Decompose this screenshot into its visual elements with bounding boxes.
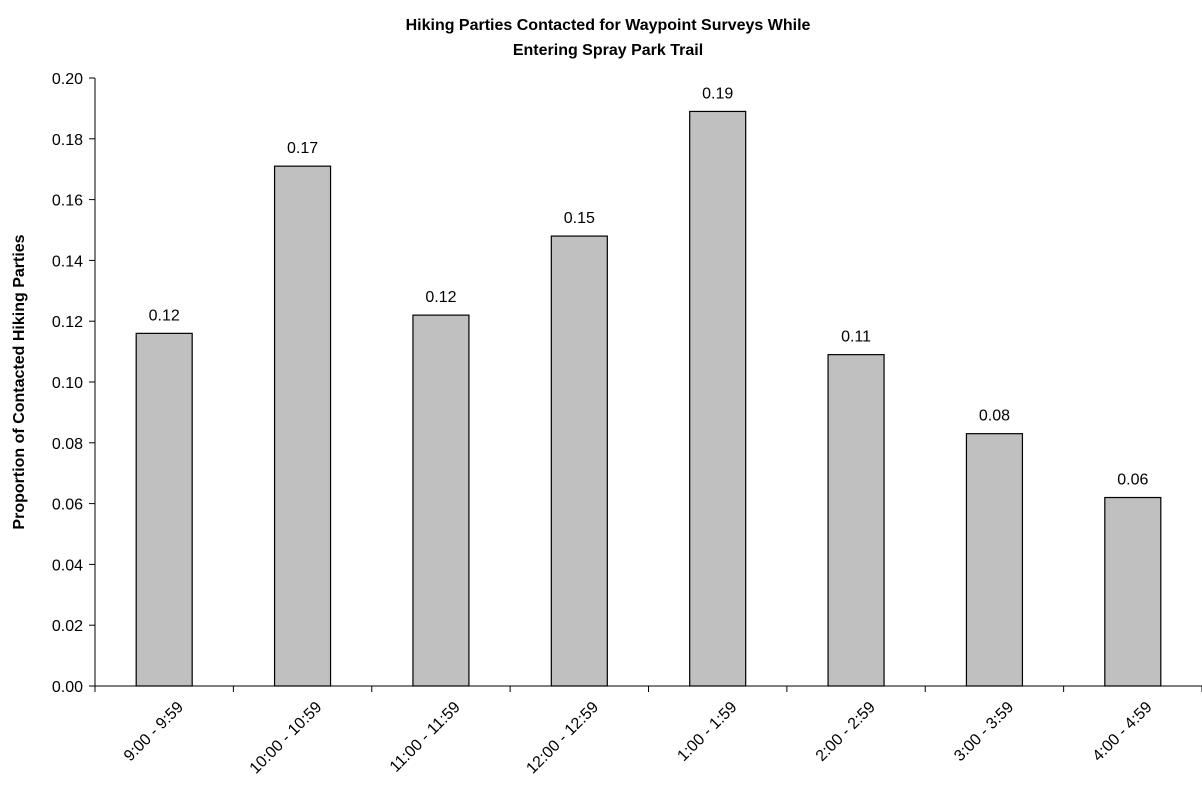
- bar-value-label: 0.12: [149, 307, 180, 324]
- y-tick-label: 0.08: [52, 436, 83, 453]
- y-axis-label: Proportion of Contacted Hiking Parties: [11, 234, 28, 529]
- bar: [135, 332, 193, 687]
- y-tick-label: 0.00: [52, 679, 83, 696]
- data-labels: 0.12 0.17 0.12 0.15 0.19 0.11 0.08 0.06: [149, 85, 1149, 488]
- bar-value-label: 0.17: [287, 140, 318, 157]
- x-tick-label: 11:00 - 11:59: [387, 699, 464, 776]
- bar: [412, 314, 470, 687]
- y-axis: 0.00 0.02 0.04 0.06 0.08 0.10 0.12 0.14 0.16 0.18…: [52, 71, 96, 696]
- y-tick-label: 0.12: [52, 314, 83, 331]
- bar: [827, 354, 885, 687]
- x-tick-label: 12:00 - 12:59: [523, 699, 602, 778]
- x-tick-label: 10:00 - 10:59: [247, 699, 326, 778]
- x-tick-label: 1:00 - 1:59: [674, 699, 740, 765]
- bar: [1104, 496, 1162, 687]
- y-tick-label: 0.20: [52, 71, 83, 88]
- bars: [135, 110, 1162, 687]
- y-tick-label: 0.02: [52, 618, 83, 635]
- bar-value-label: 0.11: [841, 329, 871, 346]
- chart-title-line-1: Hiking Parties Contacted for Waypoint Su…: [406, 17, 811, 34]
- y-tick-label: 0.04: [52, 557, 83, 574]
- bar: [965, 433, 1024, 687]
- y-tick-label: 0.06: [52, 497, 83, 514]
- bar-value-label: 0.12: [425, 289, 456, 306]
- x-axis: 9:00 - 9:59 10:00 - 10:59 11:00 - 11:59 12:…: [94, 685, 1202, 778]
- bar-value-label: 0.19: [702, 85, 733, 102]
- bar: [273, 165, 332, 687]
- x-tick-label: 3:00 - 3:59: [951, 699, 1017, 765]
- y-tick-label: 0.16: [52, 193, 83, 210]
- y-tick-label: 0.14: [52, 253, 83, 270]
- y-tick-label: 0.18: [52, 132, 83, 149]
- bar-value-label: 0.15: [564, 210, 595, 227]
- bar-value-label: 0.08: [979, 408, 1010, 425]
- chart-title-line-2: Entering Spray Park Trail: [513, 42, 703, 59]
- x-tick-label: 2:00 - 2:59: [813, 699, 879, 765]
- x-tick-label: 9:00 - 9:59: [121, 699, 187, 765]
- bar-value-label: 0.06: [1117, 472, 1148, 489]
- bar: [689, 110, 747, 687]
- x-tick-label: 4:00 - 4:59: [1090, 699, 1156, 765]
- bar: [550, 235, 608, 687]
- y-tick-label: 0.10: [52, 375, 83, 392]
